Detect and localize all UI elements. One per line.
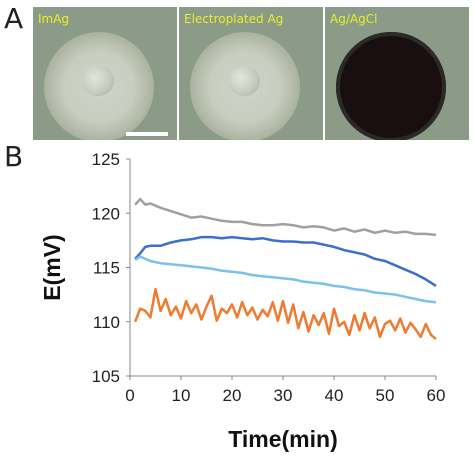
series-line-1 — [134, 197, 437, 237]
y-axis-title: E(mV) — [39, 234, 65, 300]
micrograph-label: Ag/AgCl — [330, 12, 378, 26]
panel-b-letter: B — [4, 140, 24, 173]
series-line-2 — [134, 235, 437, 287]
x-tick-label: 20 — [223, 386, 242, 405]
x-tick-label: 10 — [172, 386, 191, 405]
series-line-3 — [134, 255, 437, 304]
y-tick-label: 105 — [92, 367, 120, 386]
series-layer — [133, 197, 437, 341]
panel-a-letter: A — [4, 2, 24, 35]
x-tick-label: 30 — [274, 386, 293, 405]
y-tick-label: 125 — [92, 150, 120, 169]
y-tick-label: 115 — [93, 259, 120, 278]
micrograph-imag: ImAg — [33, 7, 177, 140]
electrode-disk — [44, 32, 154, 140]
micrograph-electroplated-ag: Electroplated Ag — [179, 7, 323, 140]
y-tick-label: 110 — [93, 313, 120, 332]
x-tick-label: 0 — [125, 386, 134, 405]
micrograph-label: Electroplated Ag — [184, 12, 284, 26]
micrograph-label: ImAg — [38, 12, 70, 26]
x-tick-label: 60 — [427, 386, 446, 405]
x-tick-label: 50 — [376, 386, 395, 405]
scale-bar — [126, 132, 168, 136]
x-axis-title: Time(min) — [228, 426, 337, 452]
series-line-4 — [133, 287, 437, 341]
micrograph-ag-agcl: Ag/AgCl — [325, 7, 469, 140]
chart-axes: 105 110 115 120 125 0 10 20 30 40 50 60 — [92, 150, 446, 405]
electrode-disk — [190, 32, 300, 140]
electrode-disk — [336, 32, 446, 140]
y-tick-label: 120 — [92, 204, 120, 223]
x-tick-label: 40 — [325, 386, 344, 405]
